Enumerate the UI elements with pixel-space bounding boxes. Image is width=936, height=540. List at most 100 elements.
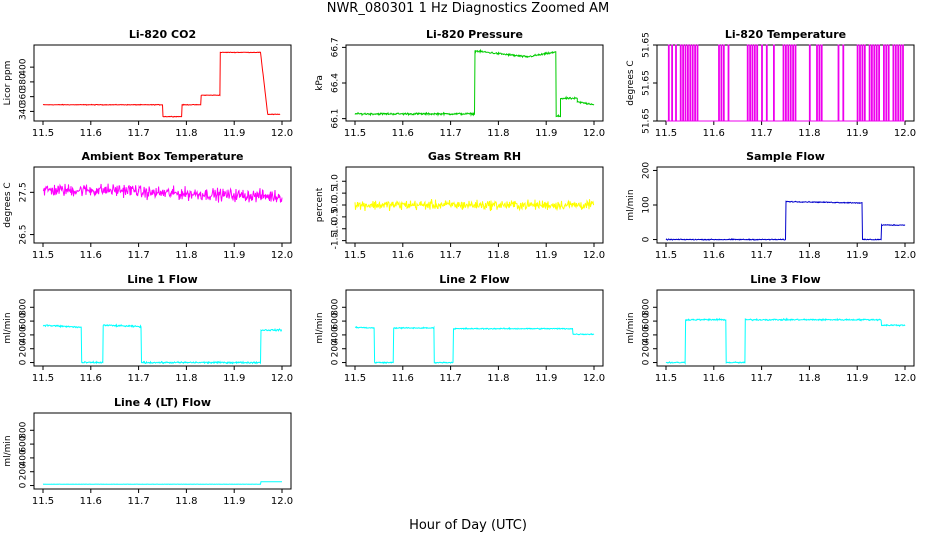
x-tick-label: 12.0 (271, 128, 293, 139)
series-line (665, 317, 906, 366)
x-tick-label: 11.7 (750, 373, 772, 384)
x-tick-label: 11.9 (846, 373, 868, 384)
panel-title: Li-820 Pressure (426, 28, 523, 41)
series-line (42, 183, 283, 203)
x-tick-label: 11.6 (80, 373, 102, 384)
panel-title: Li-820 CO2 (129, 28, 196, 41)
panel-title: Line 4 (LT) Flow (114, 396, 211, 409)
y-tick-label: 200 (19, 340, 29, 357)
panel-title: Li-820 Temperature (725, 28, 846, 41)
panel-title: Line 2 Flow (439, 273, 509, 286)
x-tick-label: 11.8 (487, 128, 509, 139)
panel-1: Li-820 CO2 Licor ppm 11.5 11.6 11.7 11.8 11.9 1… (3, 28, 293, 139)
y-tick-label: 800 (331, 298, 341, 315)
y-tick-label: 27.5 (19, 182, 29, 202)
x-tick-label: 12.0 (894, 128, 916, 139)
x-tick-label: 11.5 (655, 250, 677, 261)
x-tick-label: 12.0 (583, 250, 605, 261)
x-tick-label: 11.7 (127, 373, 149, 384)
y-tick-label: 400 (642, 326, 652, 343)
x-tick-label: 11.8 (487, 373, 509, 384)
y-tick-label: 0 (19, 482, 29, 488)
y-axis-label: ml/min (3, 312, 13, 343)
x-tick-label: 11.8 (798, 373, 820, 384)
panel-6: Sample Flow ml/min 11.5 11.6 11.7 11.8 11.9 12.… (626, 150, 916, 261)
x-tick-label: 11.9 (223, 128, 245, 139)
x-tick-label: 11.9 (535, 128, 557, 139)
x-tick-label: 11.6 (392, 373, 414, 384)
x-tick-label: 12.0 (271, 250, 293, 261)
panel-title: Line 3 Flow (750, 273, 820, 286)
y-tick-label: -1.0 (331, 220, 341, 238)
y-tick-label: 0.0 (331, 198, 341, 213)
series-line (42, 323, 282, 365)
x-tick-label: 11.5 (32, 128, 54, 139)
y-tick-label: 0 (331, 359, 341, 365)
y-tick-label: 600 (331, 312, 341, 329)
x-tick-label: 11.8 (487, 250, 509, 261)
y-tick-label: 100 (642, 196, 652, 213)
x-tick-label: 11.9 (535, 250, 557, 261)
y-tick-label: 200 (642, 162, 652, 179)
y-tick-label: 26.5 (19, 225, 29, 245)
x-tick-label: 11.6 (80, 496, 102, 507)
series-line (354, 199, 595, 212)
y-axis-label: ml/min (3, 435, 13, 466)
y-tick-label: 0 (642, 236, 652, 242)
x-tick-label: 11.7 (750, 128, 772, 139)
x-tick-label: 11.9 (223, 250, 245, 261)
x-tick-label: 11.9 (223, 496, 245, 507)
y-tick-label: 400 (19, 449, 29, 466)
x-tick-label: 12.0 (583, 373, 605, 384)
x-tick-label: 11.5 (655, 373, 677, 384)
x-tick-label: 11.9 (846, 128, 868, 139)
x-tick-label: 11.6 (703, 250, 725, 261)
x-tick-label: 11.6 (392, 250, 414, 261)
x-tick-label: 11.8 (798, 250, 820, 261)
x-tick-label: 11.7 (127, 250, 149, 261)
y-tick-label: 600 (642, 312, 652, 329)
y-tick-label: 600 (19, 312, 29, 329)
y-tick-label: 0 (642, 359, 652, 365)
plot-frame (33, 166, 292, 244)
panel-7: Line 1 Flow ml/min 11.5 11.6 11.7 11.8 11.9 12.… (3, 273, 293, 384)
x-tick-label: 11.9 (535, 373, 557, 384)
plot-frame (345, 289, 604, 367)
y-tick-label: 800 (642, 298, 652, 315)
x-tick-label: 11.8 (798, 128, 820, 139)
y-axis-label: ml/min (626, 312, 636, 343)
y-tick-label: 200 (19, 463, 29, 480)
x-tick-label: 11.5 (32, 250, 54, 261)
y-tick-label: 800 (19, 298, 29, 315)
y-tick-label: 51.65 (642, 70, 652, 96)
x-tick-label: 12.0 (894, 373, 916, 384)
x-tick-label: 12.0 (583, 128, 605, 139)
plot-frame (33, 44, 292, 122)
x-tick-label: 11.6 (703, 373, 725, 384)
y-tick-label: 200 (331, 340, 341, 357)
y-tick-label: 800 (19, 421, 29, 438)
y-tick-label: 400 (331, 326, 341, 343)
y-tick-label: 340 (19, 103, 29, 120)
x-tick-label: 11.5 (344, 250, 366, 261)
y-tick-label: 200 (642, 340, 652, 357)
y-tick-label: 360 (19, 88, 29, 105)
x-tick-label: 11.9 (846, 250, 868, 261)
y-tick-label: 51.65 (642, 32, 652, 58)
figure-title: NWR_080301 1 Hz Diagnostics Zoomed AM (326, 1, 610, 16)
y-axis-label: ml/min (626, 189, 636, 220)
series-line (42, 481, 282, 485)
x-tick-label: 11.6 (80, 250, 102, 261)
y-tick-label: 1.0 (331, 174, 341, 189)
x-tick-label: 12.0 (271, 373, 293, 384)
x-tick-label: 11.9 (223, 373, 245, 384)
y-axis-label: degrees C (3, 182, 13, 227)
y-tick-label: 66.1 (331, 109, 341, 129)
y-tick-label: 400 (19, 326, 29, 343)
plot-frame (33, 412, 292, 490)
x-tick-label: 11.7 (439, 373, 461, 384)
panel-title: Line 1 Flow (127, 273, 197, 286)
x-tick-label: 12.0 (271, 496, 293, 507)
